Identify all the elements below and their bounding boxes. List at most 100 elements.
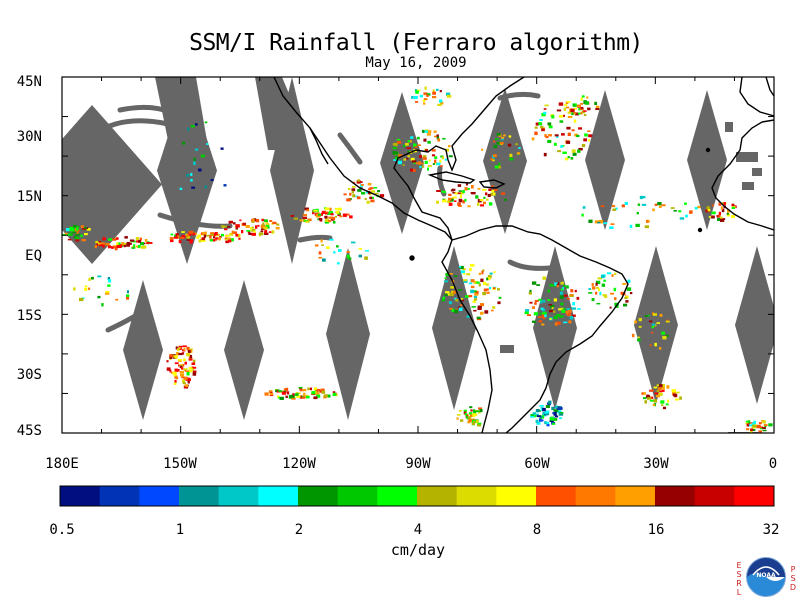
rain-cell: [342, 213, 347, 217]
rain-cell: [332, 392, 337, 396]
rain-cell: [649, 396, 654, 400]
rain-cell: [460, 270, 465, 274]
rain-cell: [473, 420, 476, 424]
rain-cell: [545, 135, 549, 139]
swath-gap: [497, 91, 541, 101]
rain-cell: [190, 125, 195, 128]
rain-cell: [289, 395, 294, 399]
rain-cell: [75, 236, 80, 240]
rain-cell: [539, 419, 544, 422]
rain-cell: [338, 249, 342, 252]
rain-cell: [219, 236, 222, 238]
rain-cell: [541, 323, 545, 326]
rain-cell: [553, 409, 558, 412]
colorbar-swatch: [377, 486, 418, 506]
rain-cell: [248, 232, 252, 236]
rain-cell: [302, 396, 306, 399]
rain-cell: [346, 213, 350, 216]
rain-cell: [508, 135, 512, 138]
rain-cell: [449, 308, 453, 310]
rain-cell: [533, 312, 539, 316]
lon-label-60w: 60W: [524, 456, 550, 472]
rain-cell: [450, 197, 455, 200]
rain-cell: [100, 242, 105, 245]
rain-cell: [304, 396, 307, 398]
rain-cell: [666, 385, 670, 389]
rain-cell: [539, 415, 543, 418]
rain-cell: [180, 237, 185, 239]
rain-cell: [369, 196, 373, 200]
rain-cell: [239, 219, 242, 222]
rain-cell: [264, 232, 269, 235]
rain-cell: [536, 284, 541, 286]
rain-cell: [285, 387, 289, 391]
rain-cell: [197, 234, 201, 238]
rain-cell: [570, 108, 575, 113]
rain-cell: [498, 162, 501, 167]
rain-cell: [347, 257, 352, 260]
rain-cell: [445, 148, 449, 152]
rain-cell: [361, 191, 366, 195]
rain-cell: [530, 415, 535, 418]
rain-cell: [187, 350, 191, 353]
rain-cell: [591, 283, 594, 286]
rain-cell: [559, 417, 563, 420]
rain-cell: [313, 209, 318, 212]
rain-cell: [472, 423, 475, 425]
rain-cell: [536, 413, 539, 416]
rain-cell: [745, 420, 750, 423]
rain-cell: [369, 187, 374, 190]
rain-cell: [333, 251, 336, 254]
rain-cell: [275, 227, 280, 230]
rain-cell: [324, 212, 328, 215]
rain-cell: [189, 354, 193, 359]
rain-cell: [338, 207, 342, 211]
rain-cell: [503, 134, 506, 137]
rain-cell: [314, 387, 317, 391]
rain-cell: [303, 392, 306, 397]
rain-cell: [458, 190, 462, 192]
rain-cell: [206, 234, 211, 237]
rain-cell: [464, 198, 467, 202]
rain-cell: [174, 234, 177, 238]
rain-cell: [581, 213, 584, 217]
rain-cell: [540, 126, 544, 129]
rain-cell: [184, 361, 187, 365]
rain-cell: [436, 200, 439, 204]
rain-cell: [746, 423, 750, 427]
rain-cell: [646, 395, 650, 399]
rain-cell: [293, 217, 299, 220]
rain-cell: [541, 314, 545, 318]
rain-cell: [643, 392, 647, 395]
rain-cell: [708, 216, 712, 218]
rain-cell: [186, 233, 189, 238]
rain-cell: [366, 200, 370, 204]
rain-cell: [335, 210, 340, 214]
rain-cell: [94, 245, 98, 249]
rain-cell: [139, 242, 145, 246]
swath-gap: [735, 246, 774, 404]
rain-cell: [574, 289, 577, 293]
rain-cell: [434, 156, 438, 159]
rain-cell: [547, 139, 552, 144]
rain-cell: [588, 134, 593, 138]
rain-cell: [560, 145, 564, 148]
swath-gap: [483, 88, 527, 234]
rain-cell: [542, 311, 547, 315]
rain-cell: [478, 272, 481, 276]
rain-cell: [169, 355, 174, 358]
rain-cell: [69, 228, 73, 232]
rain-cell: [471, 418, 475, 421]
rain-cell: [665, 320, 670, 323]
rain-cell: [442, 137, 446, 140]
rain-cell: [721, 218, 726, 220]
rain-cell: [542, 308, 546, 312]
rain-cell: [751, 424, 755, 427]
rain-cell: [474, 293, 479, 296]
rain-cell: [653, 399, 658, 403]
rain-cell: [563, 114, 566, 117]
rain-cell: [723, 202, 726, 206]
rain-cell: [541, 112, 546, 117]
rain-cell: [126, 244, 130, 247]
rain-cell: [556, 283, 560, 286]
